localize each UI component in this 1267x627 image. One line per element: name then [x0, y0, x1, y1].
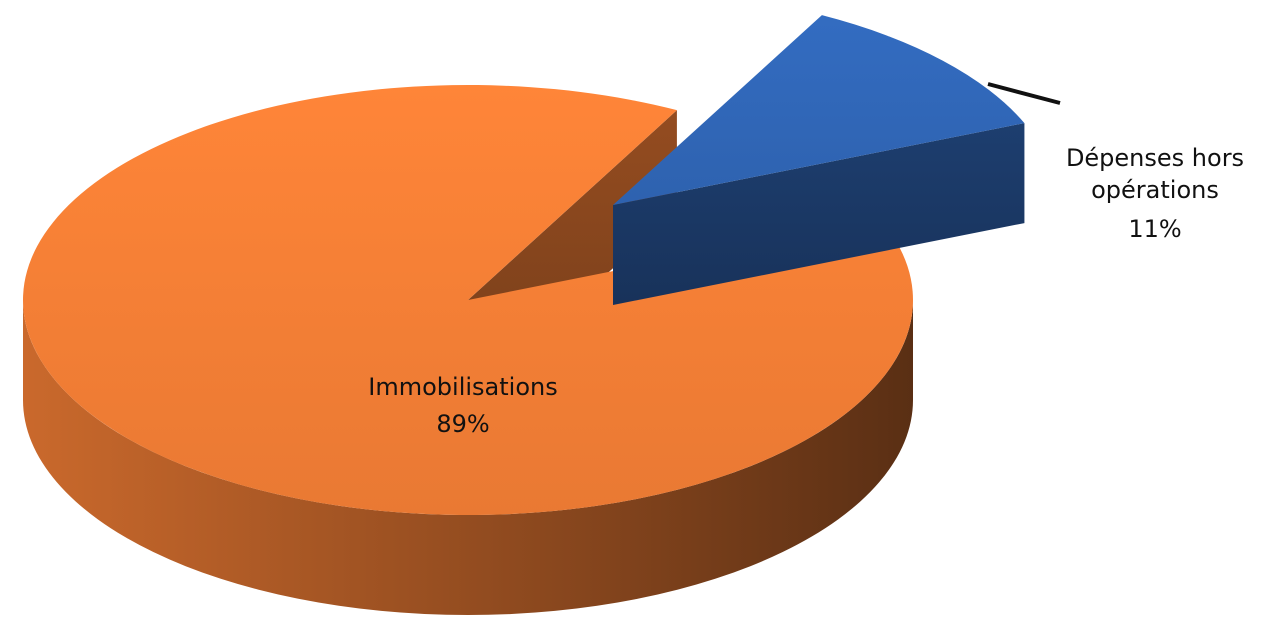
pie-marks [22, 15, 1061, 615]
slice-immobilisations-top [22, 84, 913, 516]
slice-label-immobilisations: Immobilisations [368, 373, 557, 401]
leader-line-depenses [987, 82, 1061, 105]
slice-value-depenses: 11% [1128, 215, 1181, 243]
slice-label-depenses-line2: opérations [1091, 176, 1219, 204]
slice-immobilisations-side-0 [23, 300, 913, 615]
slice-depenses-hors-operations-top [613, 15, 1025, 206]
pie-labels: Dépenses hors opérations 11% Immobilisat… [368, 144, 1244, 438]
slice-label-depenses-line1: Dépenses hors [1066, 144, 1244, 172]
slice-value-immobilisations: 89% [436, 410, 489, 438]
slice-depenses-hors-operations-wall [613, 123, 1025, 305]
